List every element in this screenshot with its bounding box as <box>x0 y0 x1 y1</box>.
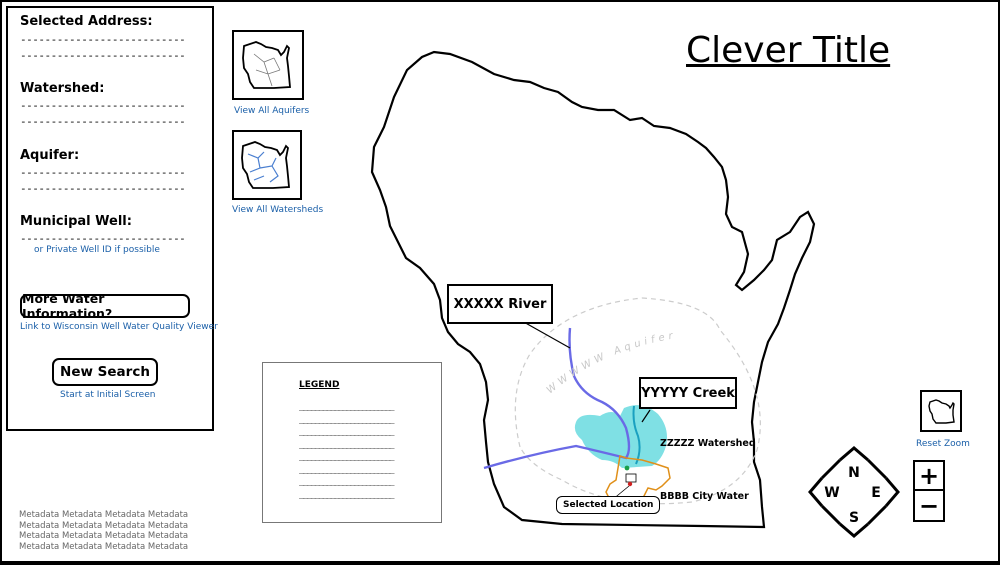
legend-entry: ________________________ <box>299 402 395 412</box>
initial-screen-link[interactable]: Start at Initial Screen <box>60 390 156 400</box>
compass-s[interactable]: S <box>849 510 859 526</box>
aquifer-label: Aquifer: <box>20 148 80 163</box>
watersheds-thumbnail[interactable] <box>232 130 302 200</box>
legend-panel: LEGEND ________________________ ________… <box>262 362 442 523</box>
wisconsin-reset-icon <box>928 399 955 424</box>
new-search-button[interactable]: New Search <box>52 358 158 386</box>
green-pin[interactable] <box>624 465 630 471</box>
view-all-watersheds-link[interactable]: View All Watersheds <box>232 205 324 215</box>
legend-entry: ________________________ <box>299 427 395 437</box>
legend-entry: ________________________ <box>299 452 395 462</box>
creek-line[interactable] <box>632 405 641 465</box>
municipal-well-label: Municipal Well: <box>20 214 132 229</box>
red-pin[interactable] <box>627 481 633 487</box>
page-title: Clever Title <box>686 30 891 71</box>
zoom-controls: + − <box>913 460 945 522</box>
metadata-line: Metadata Metadata Metadata Metadata <box>19 541 189 552</box>
aquifer-value-1: --------------------------- <box>20 166 186 179</box>
legend-entry: ________________________ <box>299 414 395 425</box>
selected-address-value-2: --------------------------- <box>20 49 186 62</box>
aquifers-thumbnail[interactable] <box>232 30 304 100</box>
reset-zoom-button[interactable] <box>920 390 962 432</box>
wisconsin-watersheds-icon <box>241 141 290 189</box>
legend-entry: ________________________ <box>299 489 395 500</box>
creek-callout[interactable]: YYYYY Creek <box>639 377 737 409</box>
metadata-line: Metadata Metadata Metadata Metadata <box>19 510 189 520</box>
watershed-value-2: --------------------------- <box>20 115 186 128</box>
metadata-line: Metadata Metadata Metadata Metadata <box>19 520 189 531</box>
river-line[interactable] <box>483 327 631 470</box>
location-square <box>625 473 637 483</box>
legend-entry: ________________________ <box>299 477 395 487</box>
watershed-map-label: ZZZZZ Watershed <box>660 438 756 449</box>
municipal-well-value: --------------------------- <box>20 232 186 245</box>
aquifer-boundary <box>514 297 761 505</box>
selected-location-label: Selected Location <box>556 496 661 514</box>
more-water-info-button[interactable]: More Water Information? <box>20 291 190 321</box>
compass-e[interactable]: E <box>871 485 881 501</box>
legend-entry: ________________________ <box>299 439 395 450</box>
view-all-aquifers-link[interactable]: View All Aquifers <box>234 106 310 116</box>
reset-zoom-label[interactable]: Reset Zoom <box>916 439 970 449</box>
legend-title: LEGEND <box>299 380 340 390</box>
watershed-value-1: --------------------------- <box>20 99 186 112</box>
creek-callout-pointer <box>641 409 651 423</box>
metadata-block: Metadata Metadata Metadata Metadata Meta… <box>19 510 188 552</box>
legend-entries: ________________________ _______________… <box>299 401 395 501</box>
private-well-note: or Private Well ID if possible <box>34 245 160 255</box>
selected-address-label: Selected Address: <box>20 14 153 29</box>
wisconsin-aquifers-icon <box>242 41 291 89</box>
compass-n[interactable]: N <box>848 465 860 481</box>
city-water-map-label: BBBB City Water <box>660 491 749 502</box>
watershed-label: Watershed: <box>20 81 105 96</box>
info-sidebar: Selected Address: ----------------------… <box>6 6 218 431</box>
compass-w[interactable]: W <box>824 485 839 501</box>
compass-icon[interactable]: N S W E <box>808 446 900 538</box>
aquifer-value-2: --------------------------- <box>20 182 186 195</box>
zoom-in-button[interactable]: + <box>915 462 943 491</box>
zoom-out-button[interactable]: − <box>918 491 940 520</box>
river-callout[interactable]: XXXXX River <box>447 284 553 324</box>
legend-entry: ________________________ <box>299 464 395 475</box>
river-callout-pointer <box>521 320 571 349</box>
metadata-line: Metadata Metadata Metadata Metadata <box>19 531 189 541</box>
selected-address-value-1: --------------------------- <box>20 33 186 46</box>
well-water-viewer-link[interactable]: Link to Wisconsin Well Water Quality Vie… <box>20 322 218 332</box>
